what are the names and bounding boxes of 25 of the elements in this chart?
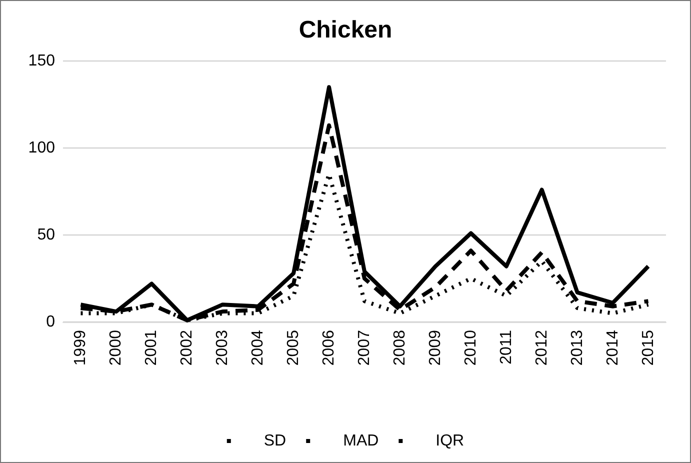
x-tick-label: 2009 [426,330,444,366]
chart-title: Chicken [298,16,392,44]
x-tick-label: 2003 [214,330,232,366]
legend-label: SD [264,432,286,450]
x-tick-label: 2010 [462,330,480,366]
legend-label: IQR [436,432,464,450]
legend-label: MAD [343,432,379,450]
x-tick-label: 1999 [72,330,90,366]
x-tick-label: 2013 [568,330,586,366]
x-tick-label: 2006 [320,330,338,366]
x-tick-label: 2012 [533,330,550,366]
x-tick-label: 2008 [391,330,408,366]
x-tick-label: 2004 [250,330,267,366]
y-tick-label: 100 [28,140,56,156]
x-tick-label: 2001 [143,330,160,366]
y-tick-label: 50 [37,226,56,244]
x-tick-label: 2005 [285,330,302,366]
x-tick-label: 2007 [356,330,373,366]
y-tick-label: 150 [28,52,56,70]
x-tick-label: 2015 [640,330,657,366]
y-tick-label: 0 [46,314,56,330]
x-tick-label: 2011 [498,330,515,364]
x-tick-label: 2002 [178,330,196,366]
x-tick-label: 2000 [108,330,125,366]
x-tick-label: 2014 [604,330,622,366]
